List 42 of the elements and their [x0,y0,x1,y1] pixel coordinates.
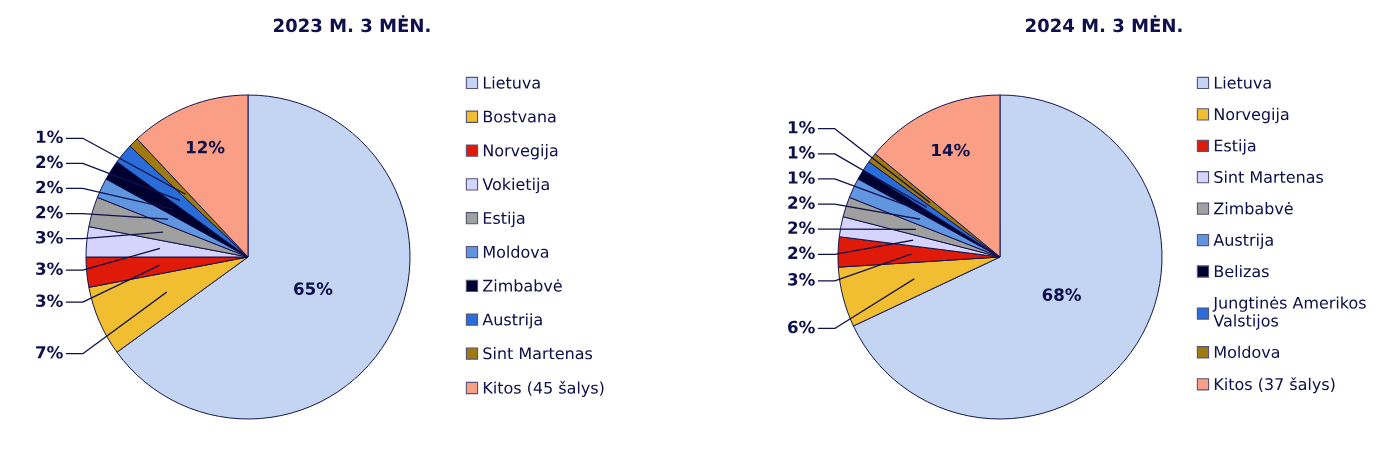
data-label: 1% [36,130,63,144]
legend-label: Belizas [1214,264,1269,278]
data-label: 1% [788,146,815,159]
chart-title: 2023 M. 3 MĖN. [273,15,430,33]
legend-label: Sint Martenas [1214,170,1324,184]
data-label: 3% [36,230,63,244]
data-label: 7% [36,345,63,359]
data-label: 68% [1042,288,1081,301]
legend-label: Austrija [1213,233,1273,249]
legend-label: Moldova [1214,345,1280,359]
data-label: 14% [932,143,970,157]
data-label: 12% [187,140,225,154]
legend-label: Jungtinės Amerikos Valstijos [1212,296,1366,330]
legend-label: Vokietija [482,177,549,194]
legend-label: Lietuva [483,76,540,89]
legend-label: Moldova [483,245,549,258]
legend-label: Norvegija [1214,107,1289,124]
legend-label: Kitos (37 šalys) [1214,377,1335,394]
data-label: 6% [788,320,815,334]
data-label: 2% [788,221,815,235]
legend-label: Lietuva [1214,76,1271,89]
data-label: 3% [788,273,815,286]
legend-label: Zimbabvė [483,279,562,292]
legend-label: Kitos (45 šalys) [483,380,604,397]
data-label: 3% [36,294,63,307]
data-label: 1% [788,120,815,134]
legend-label: Bostvana [483,110,556,123]
data-label: 3% [36,262,63,275]
data-label: 2% [36,155,63,169]
legend-label: Estija [1214,139,1256,155]
data-label: 1% [788,171,815,184]
data-label: 2% [36,180,63,194]
data-label: 2% [788,246,815,260]
legend-label: Estija [483,211,525,228]
legend-label: Sint Martenas [483,346,593,360]
legend-label: Norvegija [483,144,558,160]
data-label: 65% [294,282,333,295]
chart-title: 2024 M. 3 MĖN. [1025,15,1182,33]
legend-label: Austrija [482,313,542,329]
data-label: 2% [36,205,63,219]
data-label: 2% [788,196,815,209]
legend-label: Zimbabvė [1214,202,1293,215]
